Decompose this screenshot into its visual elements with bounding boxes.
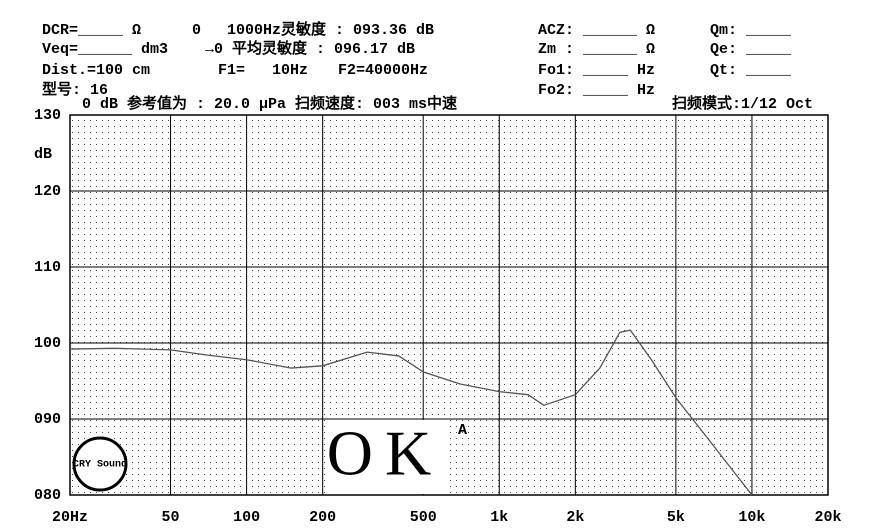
y-tick-label: 110 — [34, 259, 61, 276]
x-tick-label: 500 — [410, 509, 437, 526]
header-text: →0 平均灵敏度 : 096.17 dB — [205, 39, 415, 58]
header-text: DCR=_____ Ω — [42, 22, 141, 39]
header-text: Fo2: _____ Hz — [538, 82, 655, 99]
header-text: 型号: 16 — [42, 80, 108, 99]
y-tick-label: 120 — [34, 183, 61, 200]
x-tick-label: 100 — [233, 509, 260, 526]
response-curve — [69, 329, 753, 496]
logo-ring — [72, 436, 128, 492]
header-text: Qe: _____ — [710, 41, 792, 58]
x-tick-label: 200 — [309, 509, 336, 526]
x-tick-label: 2k — [566, 509, 584, 526]
x-tick-label: 20k — [814, 509, 841, 526]
header-text: 0 — [192, 22, 201, 39]
header-text: F1= 10Hz — [218, 62, 308, 79]
y-tick-label: 130 — [34, 107, 61, 124]
x-tick-label: 10k — [738, 509, 765, 526]
x-tick-label: 50 — [162, 509, 180, 526]
x-tick-label: 5k — [667, 509, 685, 526]
header-text: Fo1: _____ Hz — [538, 62, 655, 79]
header-text: Qm: _____ — [710, 22, 792, 39]
y-tick-label: 090 — [34, 411, 61, 428]
header-text: 1000Hz灵敏度 : 093.36 dB — [227, 20, 434, 39]
header-text: ACZ: ______ Ω — [538, 22, 655, 39]
header-text: Veq=______ dm3 — [42, 41, 168, 58]
plot-area — [70, 115, 828, 495]
y-tick-label: 100 — [34, 335, 61, 352]
header-text: 扫频模式:1/12 Oct — [672, 94, 813, 113]
marker-label: A — [458, 422, 467, 439]
y-axis-label: dB — [34, 146, 52, 163]
header-text: Qt: _____ — [710, 62, 792, 79]
header-text: F2=40000Hz — [338, 62, 428, 79]
x-tick-label: 20Hz — [52, 509, 88, 526]
header-text: 0 dB 参考值为 : 20.0 μPa 扫频速度: 003 ms中速 — [82, 94, 457, 113]
y-tick-label: 080 — [34, 487, 61, 504]
status-box — [325, 420, 445, 494]
logo-text: CRY Sound — [73, 459, 127, 471]
status-text: OK — [327, 418, 443, 489]
x-tick-label: 1k — [490, 509, 508, 526]
header-text: Zm : ______ Ω — [538, 41, 655, 58]
header-text: Dist.=100 cm — [42, 62, 150, 79]
plot-frame — [69, 114, 829, 496]
